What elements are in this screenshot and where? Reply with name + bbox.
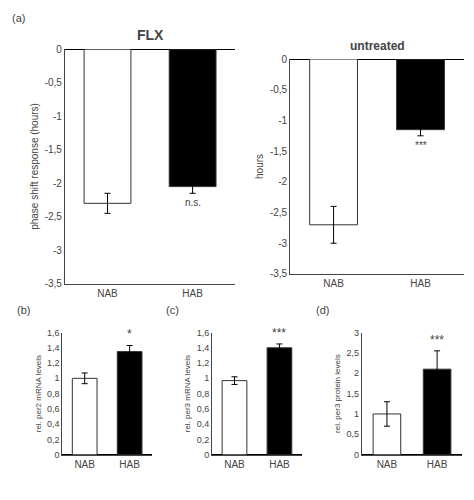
svg-text:NAB: NAB [224,459,245,470]
svg-text:rel. per3 protein levels: rel. per3 protein levels [333,354,342,433]
svg-text:phase shift response (hours): phase shift response (hours) [29,103,40,230]
svg-text:0,2: 0,2 [197,435,210,445]
svg-text:-2: -2 [53,178,62,189]
svg-text:-2: -2 [278,176,287,187]
svg-text:***: *** [430,333,444,347]
svg-text:-1: -1 [53,111,62,122]
svg-text:0,2: 0,2 [47,435,60,445]
svg-text:1,4: 1,4 [197,343,210,353]
svg-text:1,6: 1,6 [47,328,60,338]
svg-text:0: 0 [56,44,62,55]
svg-text:-1: -1 [278,115,287,126]
svg-text:-0,5: -0,5 [45,77,63,88]
svg-text:NAB: NAB [377,459,398,470]
svg-text:HAB: HAB [269,459,290,470]
svg-text:***: *** [272,326,286,340]
svg-text:FLX: FLX [137,27,164,43]
svg-text:(a): (a) [12,12,25,24]
svg-text:*: * [127,327,132,341]
svg-text:HAB: HAB [119,459,140,470]
svg-text:0: 0 [204,450,209,460]
svg-text:2: 2 [354,368,359,378]
svg-text:0,8: 0,8 [197,389,210,399]
svg-text:2,5: 2,5 [347,348,360,358]
svg-text:-2,5: -2,5 [45,211,63,222]
svg-text:-2,5: -2,5 [270,207,288,218]
svg-text:1: 1 [54,373,59,383]
svg-text:NAB: NAB [97,288,118,299]
svg-text:-1,5: -1,5 [270,146,288,157]
svg-text:NAB: NAB [74,459,95,470]
svg-text:0,8: 0,8 [47,389,60,399]
svg-text:0: 0 [354,450,359,460]
svg-text:1: 1 [354,409,359,419]
svg-text:-0,5: -0,5 [270,84,288,95]
svg-text:(b): (b) [17,304,30,316]
svg-text:-1,5: -1,5 [45,144,63,155]
svg-text:hours: hours [254,154,265,179]
svg-text:untreated: untreated [350,39,405,53]
svg-text:HAB: HAB [182,288,203,299]
svg-text:1,4: 1,4 [47,343,60,353]
svg-text:rel. per2 mRNA levels: rel. per2 mRNA levels [34,355,43,432]
svg-text:1: 1 [204,373,209,383]
svg-text:-3: -3 [53,245,62,256]
svg-text:0: 0 [282,54,288,65]
svg-text:-3,5: -3,5 [270,268,288,279]
svg-text:HAB: HAB [410,278,431,289]
svg-text:HAB: HAB [427,459,448,470]
svg-text:***: *** [415,140,427,151]
svg-text:n.s.: n.s. [185,197,201,208]
svg-text:3: 3 [354,328,359,338]
svg-text:0,6: 0,6 [47,404,60,414]
svg-text:0,4: 0,4 [47,419,60,429]
svg-text:rel. per3 mRNA levels: rel. per3 mRNA levels [183,355,192,432]
svg-text:NAB: NAB [323,278,344,289]
svg-text:0,5: 0,5 [347,429,360,439]
svg-text:1,6: 1,6 [197,328,210,338]
svg-text:0,6: 0,6 [197,404,210,414]
svg-text:1,2: 1,2 [197,358,210,368]
svg-text:-3: -3 [278,238,287,249]
svg-text:1,2: 1,2 [47,358,60,368]
svg-text:(d): (d) [316,304,329,316]
svg-text:0,4: 0,4 [197,419,210,429]
svg-text:-3,5: -3,5 [45,278,63,289]
svg-text:0: 0 [54,450,59,460]
svg-text:1,5: 1,5 [347,389,360,399]
svg-text:(c): (c) [166,304,179,316]
